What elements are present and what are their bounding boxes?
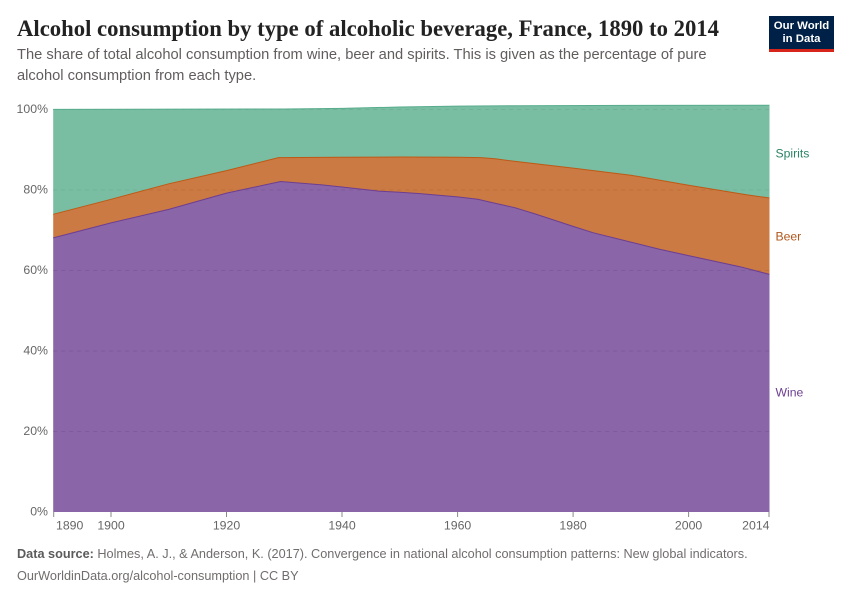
svg-text:1980: 1980 xyxy=(559,519,587,533)
svg-text:1890: 1890 xyxy=(56,519,84,533)
svg-text:Wine: Wine xyxy=(776,386,804,400)
svg-text:100%: 100% xyxy=(17,102,49,116)
svg-text:0%: 0% xyxy=(30,504,48,518)
svg-text:Beer: Beer xyxy=(776,229,802,243)
svg-text:60%: 60% xyxy=(23,263,48,277)
svg-text:Spirits: Spirits xyxy=(776,146,810,160)
svg-text:2000: 2000 xyxy=(675,519,703,533)
svg-text:20%: 20% xyxy=(23,424,48,438)
svg-text:40%: 40% xyxy=(23,343,48,357)
svg-text:80%: 80% xyxy=(23,182,48,196)
svg-text:1900: 1900 xyxy=(97,519,125,533)
svg-text:2014: 2014 xyxy=(742,519,770,533)
svg-text:1920: 1920 xyxy=(213,519,241,533)
svg-text:1940: 1940 xyxy=(328,519,356,533)
svg-text:1960: 1960 xyxy=(444,519,472,533)
